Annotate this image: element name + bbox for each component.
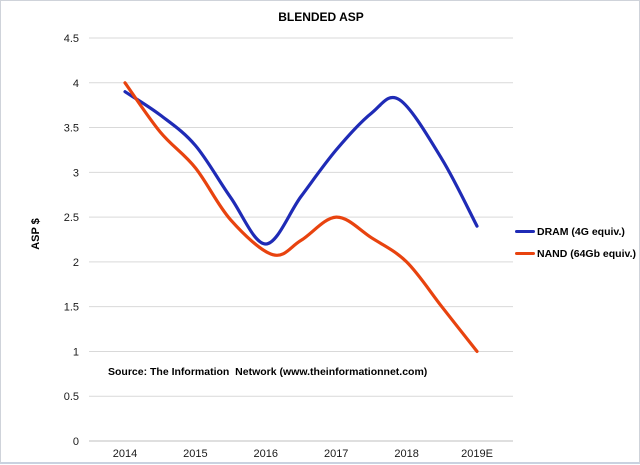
- legend-item-dram: DRAM (4G equiv.): [515, 225, 636, 238]
- y-tick-label: 0.5: [64, 391, 79, 403]
- x-tick-label: 2017: [324, 448, 348, 460]
- y-tick-label: 4: [73, 78, 79, 90]
- legend: DRAM (4G equiv.) NAND (64Gb equiv.): [515, 225, 636, 269]
- legend-label-dram: DRAM (4G equiv.): [537, 225, 625, 238]
- x-tick-label: 2016: [254, 448, 278, 460]
- source-note: Source: The Information Network (www.the…: [108, 366, 428, 378]
- chart-title: BLENDED ASP: [278, 10, 364, 24]
- series-line-dram: [123, 90, 479, 246]
- x-tick-label: 2019E: [461, 448, 493, 460]
- y-tick-label: 1.5: [64, 302, 79, 314]
- legend-label-nand: NAND (64Gb equiv.): [537, 247, 636, 260]
- series-line-nand: [123, 81, 479, 353]
- x-tick-label: 2015: [183, 448, 207, 460]
- y-tick-label: 3.5: [64, 123, 79, 135]
- y-tick-label: 0: [73, 436, 79, 448]
- y-tick-label: 3: [73, 167, 79, 179]
- y-tick-label: 2: [73, 257, 79, 269]
- dram-line-swatch: [515, 230, 535, 233]
- y-tick-label: 4.5: [64, 33, 79, 45]
- nand-line-swatch: [515, 252, 535, 255]
- legend-item-nand: NAND (64Gb equiv.): [515, 247, 636, 260]
- x-tick-label: 2014: [113, 448, 137, 460]
- y-tick-label: 1: [73, 346, 79, 358]
- y-tick-label: 2.5: [64, 212, 79, 224]
- x-tick-label: 2018: [394, 448, 418, 460]
